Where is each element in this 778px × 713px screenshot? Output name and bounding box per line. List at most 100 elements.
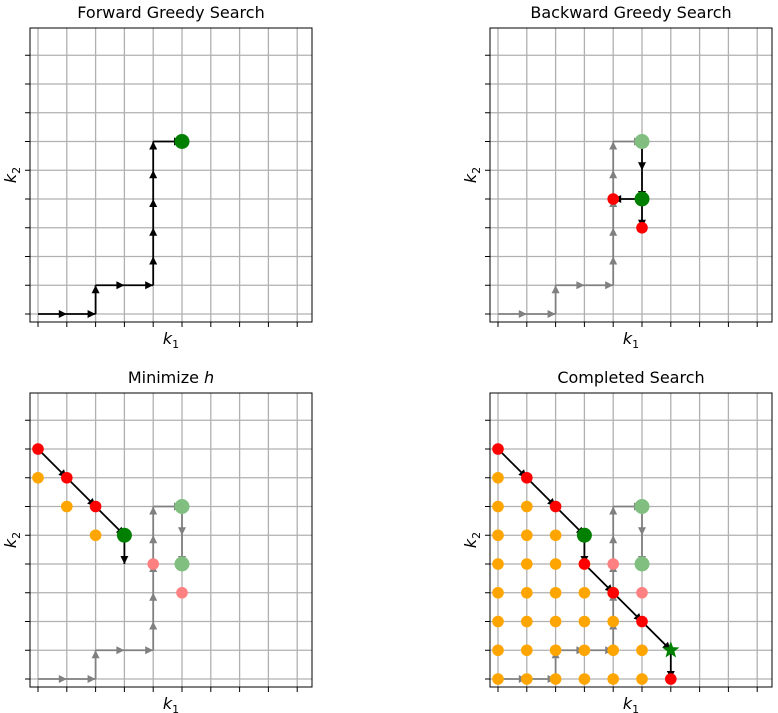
x-axis-label: k1: [623, 329, 639, 351]
arrow-head: [609, 535, 618, 544]
x-axis-label: k1: [623, 694, 639, 713]
data-point: [578, 644, 591, 657]
data-point: [636, 673, 648, 685]
data-point: [492, 586, 504, 599]
data-point: [521, 500, 533, 513]
arrow: [91, 285, 100, 314]
data-point: [174, 134, 190, 149]
y-axis-label: k2: [1, 167, 23, 183]
arrow: [124, 646, 154, 655]
y-axis-label: k2: [461, 532, 483, 548]
arrow: [149, 506, 158, 536]
data-point: [578, 615, 591, 628]
data-point: [61, 500, 73, 513]
arrow-head: [149, 535, 158, 544]
arrow: [149, 592, 158, 622]
data-point: [492, 558, 504, 570]
arrow-head: [609, 227, 618, 236]
data-point: [634, 134, 650, 149]
axes-frame: [29, 392, 313, 688]
data-point: [549, 615, 562, 628]
arrows: [37, 448, 186, 683]
arrow: [609, 256, 618, 286]
data-point: [176, 586, 188, 599]
arrow-head: [149, 141, 158, 150]
chart-panel-1: Forward Greedy Search k1 k2: [1, 3, 313, 351]
arrow: [95, 281, 125, 290]
x-axis-label: k1: [163, 694, 179, 713]
arrow: [149, 227, 158, 257]
arrow: [609, 227, 618, 257]
data-point: [32, 471, 44, 484]
arrow: [584, 281, 614, 290]
arrow-head: [116, 281, 125, 290]
chart-title: Backward Greedy Search: [530, 3, 731, 22]
chart-panel-3: Minimize h k1 k2: [1, 368, 313, 713]
arrow-head: [58, 675, 67, 683]
star-point: [662, 641, 680, 658]
arrow: [149, 141, 158, 171]
arrow: [149, 170, 158, 199]
arrow-head: [116, 646, 125, 655]
data-point: [636, 586, 648, 599]
data-point: [492, 529, 504, 542]
arrow: [555, 281, 585, 290]
data-point: [607, 558, 619, 570]
data-point: [147, 558, 159, 570]
axes-frame: [489, 27, 773, 323]
data-point: [636, 221, 648, 234]
points: [607, 134, 650, 234]
arrow: [526, 310, 556, 318]
data-point: [492, 471, 504, 484]
points: [492, 443, 680, 685]
data-point: [607, 193, 619, 205]
arrow: [38, 310, 67, 318]
data-point: [492, 500, 504, 513]
data-point: [174, 499, 190, 514]
arrow: [95, 646, 125, 655]
arrow: [641, 620, 672, 651]
arrow-head: [145, 646, 154, 655]
grid: [490, 28, 772, 322]
arrow-head: [518, 310, 527, 318]
arrow-head: [605, 281, 614, 290]
arrow-head: [149, 170, 158, 179]
grid: [30, 393, 312, 687]
data-point: [607, 644, 619, 657]
data-point: [578, 673, 591, 685]
arrow-head: [178, 527, 186, 536]
data-point: [607, 615, 619, 628]
data-point: [521, 673, 533, 685]
arrow-head: [58, 310, 67, 318]
arrow-head: [547, 310, 556, 318]
data-point: [89, 500, 102, 513]
data-point: [116, 527, 132, 543]
data-point: [549, 586, 562, 599]
data-point: [549, 500, 562, 513]
arrow: [149, 621, 158, 651]
data-point: [89, 529, 102, 542]
data-point: [634, 556, 650, 572]
arrow-head: [91, 650, 100, 659]
arrow: [526, 477, 557, 508]
data-point: [549, 673, 562, 685]
arrow: [551, 285, 560, 314]
data-point: [521, 644, 533, 657]
arrow: [149, 256, 158, 286]
data-point: [549, 644, 562, 657]
grid: [30, 28, 312, 322]
chart-title: Minimize h: [128, 368, 214, 387]
points: [174, 134, 190, 149]
arrow: [66, 675, 96, 683]
data-point: [578, 586, 591, 599]
arrow: [498, 310, 527, 318]
arrow-head: [87, 310, 96, 318]
data-point: [492, 644, 504, 657]
data-point: [607, 673, 619, 685]
arrow-head: [149, 592, 158, 601]
chart-title: Completed Search: [557, 368, 704, 387]
data-point: [576, 527, 592, 543]
x-axis-label: k1: [163, 329, 179, 351]
arrow-head: [609, 506, 618, 515]
arrow-head: [551, 285, 560, 294]
